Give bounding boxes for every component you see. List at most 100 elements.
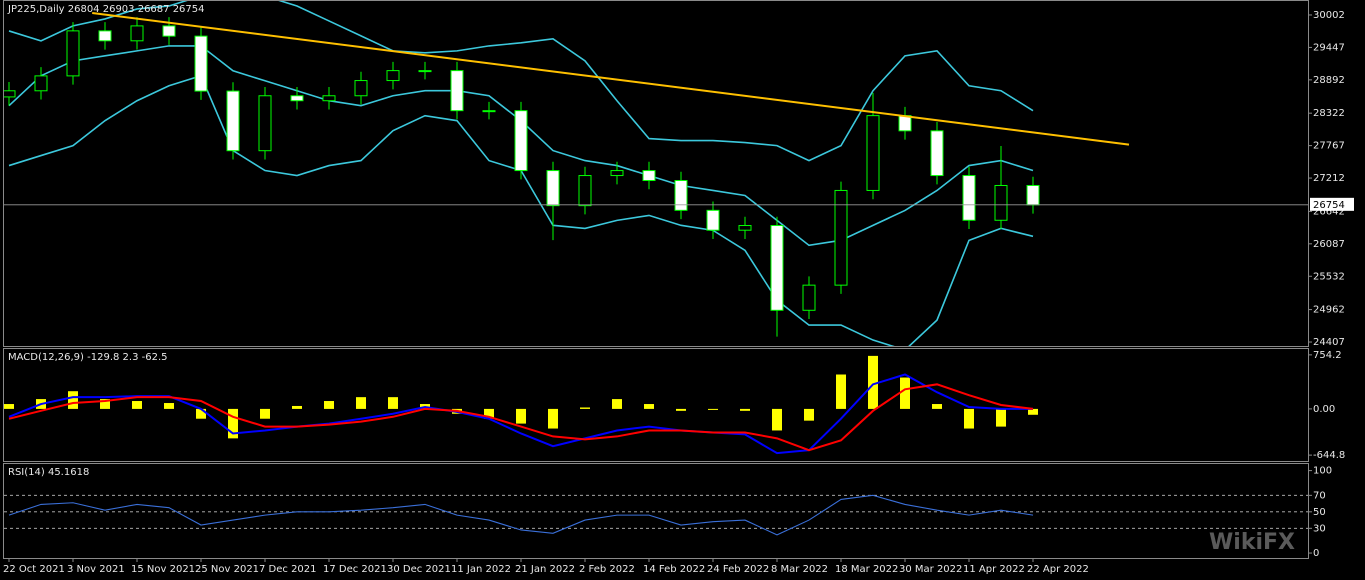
candle-body <box>610 170 624 177</box>
x-tick-label: 2 Feb 2022 <box>579 564 635 575</box>
rsi-frame <box>3 463 1309 559</box>
candle-body <box>802 284 816 311</box>
candle-body <box>962 175 976 221</box>
macd-histogram-bar <box>580 407 590 409</box>
x-tick-label: 14 Feb 2022 <box>643 564 705 575</box>
macd-histogram-bar <box>356 397 366 409</box>
y-tick-label: 0.00 <box>1313 404 1335 415</box>
panel-title: RSI(14) 45.1618 <box>8 467 89 478</box>
macd-histogram-bar <box>996 408 1006 427</box>
macd-histogram-bar <box>324 401 334 409</box>
y-tick-label: 30002 <box>1313 10 1345 21</box>
macd-histogram-bar <box>100 399 110 409</box>
x-tick-label: 25 Nov 2021 <box>195 564 259 575</box>
y-tick-label: 28322 <box>1313 108 1345 119</box>
macd-histogram-bar <box>132 401 142 409</box>
macd-histogram-bar <box>932 404 942 409</box>
candle-body <box>162 25 176 37</box>
candle-body <box>290 95 304 102</box>
x-tick-label: 11 Jan 2022 <box>451 564 511 575</box>
macd-histogram-bar <box>612 399 622 409</box>
candle-body <box>450 70 464 112</box>
candle-body <box>194 35 208 92</box>
x-tick-label: 30 Mar 2022 <box>899 564 962 575</box>
macd-histogram-bar <box>964 408 974 429</box>
macd-line <box>8 373 1033 455</box>
trendline <box>92 11 1130 146</box>
candle-body <box>34 75 48 92</box>
candle-body <box>226 90 240 152</box>
macd-histogram-bar <box>644 404 654 409</box>
x-tick-label: 30 Dec 2021 <box>387 564 451 575</box>
y-tick-label: 754.2 <box>1313 350 1342 361</box>
macd-histogram-bar <box>164 403 174 409</box>
y-tick-label: 50 <box>1313 507 1326 518</box>
candle-body <box>994 184 1008 221</box>
macd-histogram-bar <box>548 408 558 429</box>
macd-histogram-bar <box>516 408 526 424</box>
y-tick-label: 28892 <box>1313 75 1345 86</box>
y-tick-label: 0 <box>1313 548 1319 559</box>
macd-histogram-bar <box>708 408 718 410</box>
x-tick-label: 8 Mar 2022 <box>771 564 828 575</box>
last-price-box <box>1310 197 1354 211</box>
macd-histogram-bar <box>228 408 238 439</box>
candle-body <box>322 95 336 102</box>
x-tick-label: 18 Mar 2022 <box>835 564 898 575</box>
candle-body <box>1026 184 1040 206</box>
y-tick-label: 26642 <box>1313 206 1345 217</box>
y-tick-label: 100 <box>1313 466 1332 477</box>
y-tick-label: 25532 <box>1313 271 1345 282</box>
y-tick-label: 30 <box>1313 523 1326 534</box>
x-tick-label: 17 Dec 2021 <box>323 564 387 575</box>
candle-body <box>514 110 528 172</box>
x-tick-label: 11 Apr 2022 <box>963 564 1025 575</box>
plot-area <box>4 1 1130 346</box>
macd-histogram-bar <box>292 405 302 409</box>
y-tick-label: 27767 <box>1313 141 1345 152</box>
macd-histogram-bar <box>740 408 750 411</box>
x-tick-label: 3 Nov 2021 <box>67 564 125 575</box>
candle-body <box>258 95 272 152</box>
y-tick-label: 70 <box>1313 490 1326 501</box>
macd-histogram-bar <box>196 408 206 419</box>
macd-histogram-bar <box>484 408 494 419</box>
candle-body <box>866 115 880 191</box>
x-tick-label: 15 Nov 2021 <box>131 564 195 575</box>
y-tick-label: -644.8 <box>1313 450 1345 461</box>
macd-line <box>8 383 1034 452</box>
main-frame <box>3 0 1309 347</box>
candle-body <box>386 70 400 82</box>
y-tick-label: 27212 <box>1313 173 1345 184</box>
macd-histogram-bar <box>676 408 686 411</box>
macd-histogram-bar <box>1028 408 1038 415</box>
macd-histogram-bar <box>388 397 398 409</box>
panel-title: JP225,Daily 26804 26903 26687 26754 <box>7 4 205 15</box>
candle-body <box>418 70 432 73</box>
band-upper <box>8 1 1034 162</box>
candle-body <box>98 30 112 42</box>
macd-frame <box>3 348 1309 462</box>
x-tick-label: 21 Jan 2022 <box>515 564 575 575</box>
candle-body <box>706 209 720 231</box>
candle-body <box>738 225 752 231</box>
candle-body <box>578 175 592 207</box>
candle-body <box>4 90 16 98</box>
y-tick-label: 24962 <box>1313 305 1345 316</box>
candle-body <box>642 170 656 182</box>
macd-histogram-bar <box>68 391 78 409</box>
macd-histogram-bar <box>4 404 14 409</box>
y-tick-label: 29447 <box>1313 42 1345 53</box>
macd-histogram-bar <box>900 377 910 409</box>
candle-body <box>834 189 848 286</box>
x-tick-label: 24 Feb 2022 <box>707 564 769 575</box>
y-tick-label: 24407 <box>1313 337 1345 348</box>
candle-body <box>674 180 688 211</box>
macd-histogram-bar <box>260 408 270 419</box>
candle-body <box>546 170 560 207</box>
macd-histogram-bar <box>836 374 846 409</box>
y-tick-label: 26087 <box>1313 239 1345 250</box>
candle-body <box>770 225 784 311</box>
candle-body <box>130 25 144 42</box>
